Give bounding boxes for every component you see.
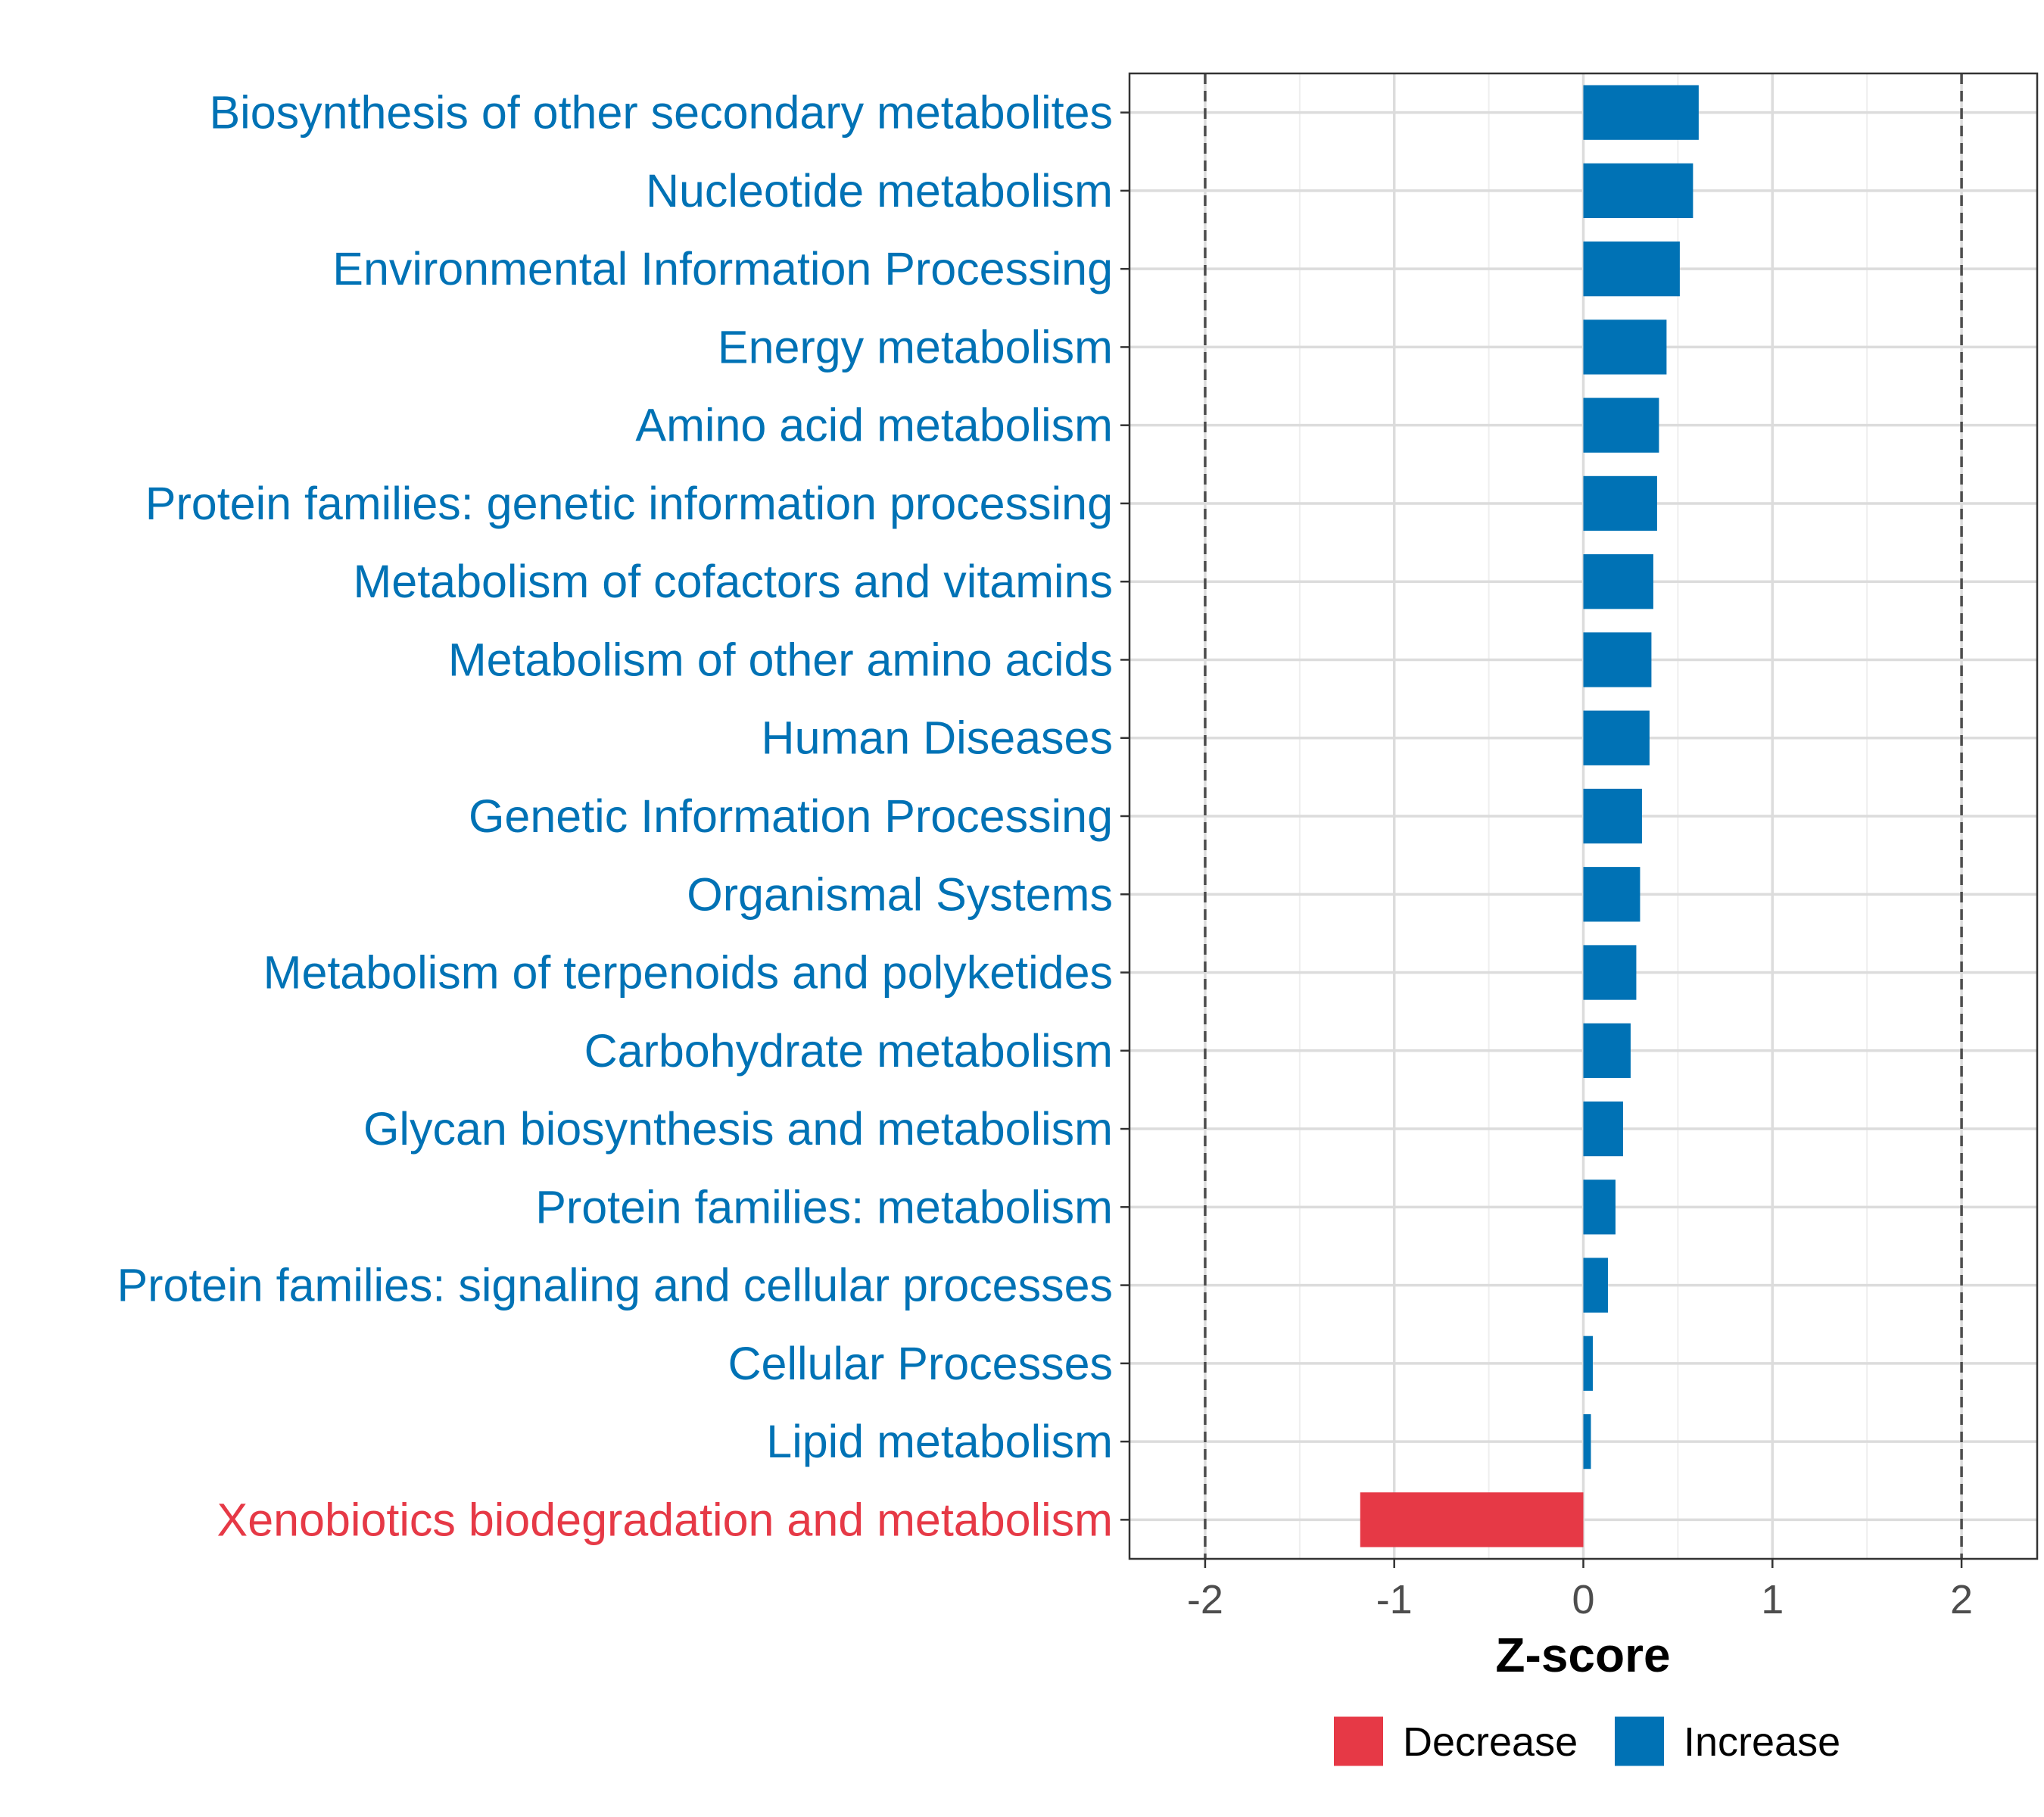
bar-6 xyxy=(1583,554,1653,609)
category-label-11: Metabolism of terpenoids and polyketides xyxy=(263,947,1113,999)
category-label-10: Organismal Systems xyxy=(687,868,1113,920)
bar-13 xyxy=(1583,1101,1623,1157)
category-label-7: Metabolism of other amino acids xyxy=(448,634,1113,685)
category-label-1: Nucleotide metabolism xyxy=(646,165,1113,217)
bar-0 xyxy=(1583,85,1699,140)
category-label-0: Biosynthesis of other secondary metaboli… xyxy=(209,87,1113,139)
bar-12 xyxy=(1583,1023,1631,1078)
y-axis-category-labels: Biosynthesis of other secondary metaboli… xyxy=(117,87,1113,1546)
category-label-13: Glycan biosynthesis and metabolism xyxy=(363,1103,1113,1155)
legend: Decrease Increase xyxy=(1334,1716,1840,1766)
category-label-16: Cellular Processes xyxy=(728,1338,1113,1389)
category-label-3: Energy metabolism xyxy=(718,321,1113,372)
bar-7 xyxy=(1583,632,1652,687)
reference-lines xyxy=(1204,73,1963,1559)
bar-10 xyxy=(1583,867,1640,922)
category-label-12: Carbohydrate metabolism xyxy=(584,1025,1113,1077)
bar-9 xyxy=(1583,788,1642,844)
x-tick-label-4: 2 xyxy=(1950,1577,1973,1622)
bar-5 xyxy=(1583,475,1657,531)
category-label-14: Protein families: metabolism xyxy=(535,1181,1113,1233)
bar-4 xyxy=(1583,397,1659,453)
category-label-9: Genetic Information Processing xyxy=(469,790,1113,842)
x-tick-label-3: 1 xyxy=(1761,1577,1784,1622)
legend-swatch-decrease xyxy=(1334,1716,1383,1766)
category-label-17: Lipid metabolism xyxy=(766,1416,1113,1467)
x-axis-title: Z-score xyxy=(1495,1628,1670,1682)
category-label-5: Protein families: genetic information pr… xyxy=(145,478,1113,529)
bar-2 xyxy=(1583,242,1680,297)
bar-15 xyxy=(1583,1258,1608,1313)
legend-label-increase: Increase xyxy=(1684,1719,1840,1765)
y-axis-ticks xyxy=(1120,111,1129,1521)
legend-label-decrease: Decrease xyxy=(1403,1719,1578,1765)
bars xyxy=(1360,85,1699,1547)
category-label-4: Amino acid metabolism xyxy=(635,400,1113,451)
x-axis-tick-labels: -2 -1 0 1 2 xyxy=(1187,1577,1973,1622)
category-label-15: Protein families: signaling and cellular… xyxy=(117,1260,1113,1311)
category-label-2: Environmental Information Processing xyxy=(332,243,1113,295)
x-tick-label-0: -2 xyxy=(1187,1577,1223,1622)
bar-17 xyxy=(1583,1413,1591,1469)
bar-11 xyxy=(1583,945,1637,1000)
category-label-18: Xenobiotics biodegradation and metabolis… xyxy=(217,1494,1113,1545)
x-tick-label-1: -1 xyxy=(1376,1577,1413,1622)
bar-18 xyxy=(1360,1492,1584,1547)
bar-1 xyxy=(1583,163,1693,219)
bar-3 xyxy=(1583,319,1667,375)
x-axis-ticks xyxy=(1204,1559,1963,1568)
category-label-8: Human Diseases xyxy=(762,712,1113,764)
bar-16 xyxy=(1583,1335,1593,1391)
legend-swatch-increase xyxy=(1615,1716,1664,1766)
x-tick-label-2: 0 xyxy=(1572,1577,1594,1622)
bar-14 xyxy=(1583,1180,1616,1235)
category-label-6: Metabolism of cofactors and vitamins xyxy=(353,556,1113,607)
bar-8 xyxy=(1583,710,1650,765)
